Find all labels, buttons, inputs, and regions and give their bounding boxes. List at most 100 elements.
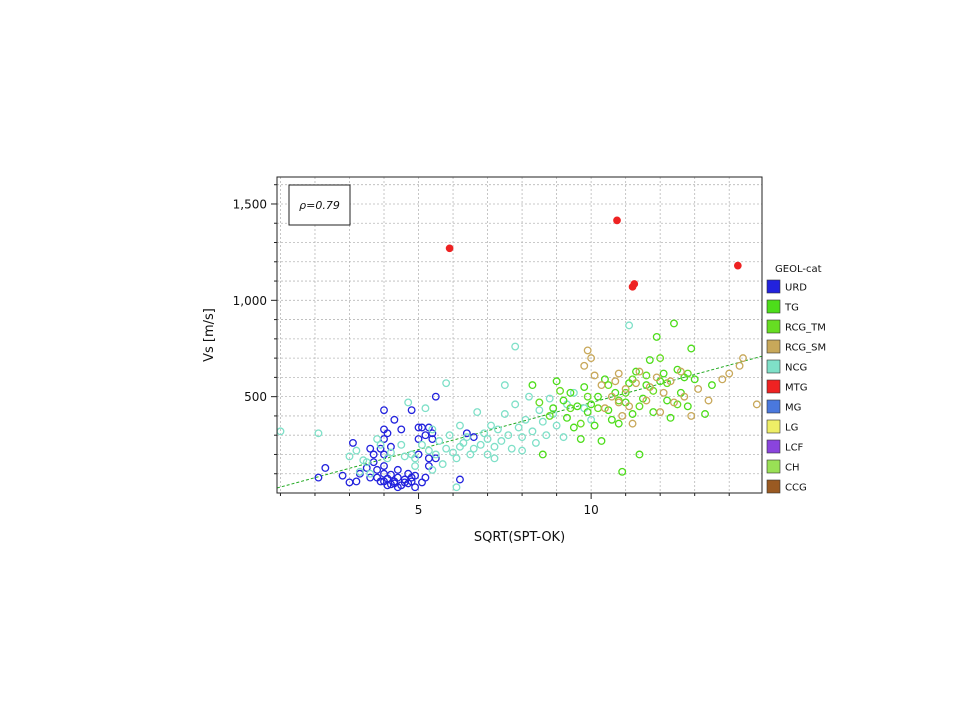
point-urd <box>366 444 375 453</box>
point-urd <box>376 477 385 486</box>
point-tg <box>576 435 585 443</box>
point-urd <box>393 465 402 474</box>
point-rcg-sm <box>652 373 661 382</box>
point-urd <box>407 406 416 415</box>
point-ncg <box>452 483 461 492</box>
legend-item-lcf: LCF <box>766 439 804 454</box>
point-ncg <box>449 448 457 457</box>
point-tg <box>683 402 692 411</box>
point-urd <box>380 462 388 470</box>
point-ncg <box>435 437 444 445</box>
y-tick-label: 1,000 <box>233 294 267 308</box>
point-rcg-sm <box>725 369 734 378</box>
point-rcg-sm <box>752 400 761 409</box>
point-rcg-sm <box>580 361 589 370</box>
point-rcg-tm <box>576 419 585 428</box>
point-tg <box>600 375 609 384</box>
x-tick-label: 5 <box>415 503 423 517</box>
point-urd <box>376 444 385 453</box>
point-ncg <box>459 438 468 447</box>
point-tg <box>566 388 575 397</box>
point-rcg-sm <box>590 371 599 380</box>
point-tg <box>652 332 661 341</box>
point-ncg <box>487 421 495 430</box>
point-ncg <box>538 417 547 426</box>
legend-item-mg: MG <box>766 399 801 414</box>
point-ncg <box>511 342 520 351</box>
point-urd <box>421 431 430 440</box>
point-rcg-sm <box>614 398 623 407</box>
point-ncg <box>514 423 523 432</box>
x-axis-label: SQRT(SPT-OK) <box>474 530 565 545</box>
legend-swatch <box>766 399 781 414</box>
point-ncg <box>569 388 578 397</box>
point-ncg <box>397 440 406 449</box>
point-ncg <box>404 398 413 407</box>
legend-swatch <box>766 419 781 434</box>
point-rcg-tm <box>566 404 575 413</box>
legend-swatch <box>766 439 781 454</box>
point-ncg <box>528 427 537 436</box>
point-rcg-tm <box>635 402 644 411</box>
legend: GEOL-cat URD TG RCG_TM RCG_SM NCG MTG MG LG LCF C… <box>766 264 826 494</box>
legend-swatch <box>766 379 781 394</box>
point-rcg-sm <box>687 411 696 420</box>
point-tg <box>569 423 578 432</box>
point-rcg-sm <box>597 381 606 390</box>
point-urd <box>462 429 471 438</box>
legend-item-ch: CH <box>766 459 800 474</box>
point-urd <box>348 438 357 447</box>
legend-label: MG <box>785 403 801 414</box>
legend-item-rcg-sm: RCG_SM <box>766 339 826 354</box>
point-ncg <box>314 429 323 438</box>
point-ncg <box>373 435 382 443</box>
point-urd <box>431 454 440 463</box>
point-urd <box>373 465 382 474</box>
point-rcg-sm <box>607 392 616 401</box>
point-urd <box>352 477 361 486</box>
point-rcg-sm <box>676 367 685 376</box>
point-urd <box>383 429 392 438</box>
point-tg <box>607 415 616 424</box>
point-rcg-sm <box>611 377 620 386</box>
point-ncg <box>438 460 447 469</box>
legend-label: MTG <box>785 383 808 394</box>
correlation-annotation: ρ=0.79 <box>299 199 340 212</box>
point-urd <box>380 406 388 415</box>
data-points <box>276 216 761 492</box>
point-tg <box>580 383 589 391</box>
point-rcg-tm <box>683 369 692 378</box>
point-ncg <box>466 450 475 459</box>
point-urd <box>369 450 378 459</box>
point-tg <box>707 381 716 390</box>
point-urd <box>428 435 437 443</box>
point-rcg-sm <box>632 379 640 388</box>
point-ncg <box>352 446 361 455</box>
point-ncg <box>400 452 409 461</box>
point-ncg <box>518 446 527 455</box>
trendline-layer <box>276 355 763 489</box>
point-ncg <box>469 444 478 453</box>
point-rcg-sm <box>670 398 678 407</box>
legend-title: GEOL-cat <box>775 264 822 275</box>
legend-label: RCG_TM <box>785 323 826 334</box>
legend-item-lg: LG <box>766 419 798 434</box>
point-ncg <box>500 381 509 390</box>
point-rcg-tm <box>583 392 592 401</box>
point-ncg <box>521 415 530 424</box>
point-tg <box>597 437 606 445</box>
point-ncg <box>625 321 634 330</box>
point-rcg-tm <box>545 411 554 420</box>
point-mtg <box>733 261 742 270</box>
point-tg <box>528 381 537 390</box>
point-rcg-sm <box>621 385 630 393</box>
point-urd <box>411 471 420 480</box>
point-ncg <box>480 429 489 438</box>
point-ncg <box>418 440 426 449</box>
legend-label: CH <box>785 463 800 474</box>
point-ncg <box>490 442 499 451</box>
point-tg <box>666 413 675 422</box>
point-urd <box>407 477 416 486</box>
point-urd <box>390 415 399 424</box>
